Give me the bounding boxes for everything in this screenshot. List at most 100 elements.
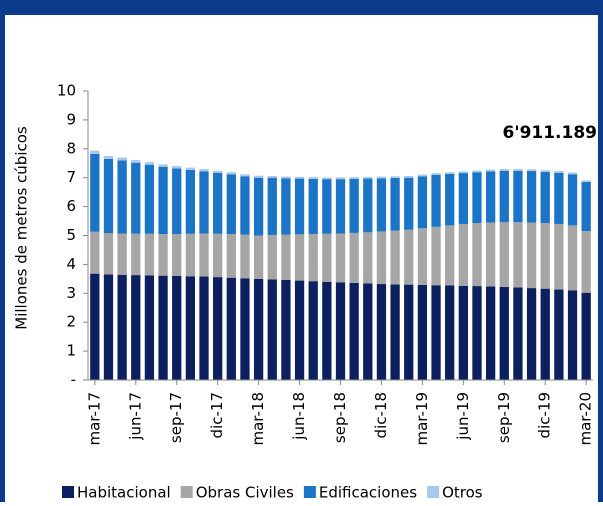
bar-segment	[526, 169, 537, 172]
bar-segment	[308, 177, 318, 179]
bar-segment	[240, 278, 250, 380]
bar-segment	[90, 273, 100, 380]
bar-segment	[540, 223, 550, 289]
bar-segment	[390, 176, 400, 178]
bar-segment	[540, 171, 550, 224]
bar-segment	[404, 284, 414, 380]
bar-segment	[431, 226, 441, 286]
bar-segment	[526, 288, 537, 380]
bar-segment	[540, 288, 550, 380]
bar-segment	[335, 179, 346, 234]
bar-segment	[472, 172, 482, 224]
bar-segment	[485, 171, 496, 223]
bar-segment	[294, 176, 305, 179]
bar-segment	[363, 176, 373, 179]
legend-swatch	[427, 486, 440, 498]
bar-segment	[213, 277, 223, 380]
bar-segment	[281, 234, 291, 281]
bar-segment	[431, 285, 441, 380]
bar-segment	[485, 169, 496, 172]
bar-segment	[363, 178, 373, 233]
bar-segment	[404, 229, 414, 285]
bar-segment	[185, 276, 196, 380]
bar-segment	[131, 233, 141, 276]
bar-segment	[267, 177, 277, 235]
bar-segment	[322, 177, 332, 180]
bar-segment	[213, 170, 223, 173]
x-tick-label: dic-17	[208, 392, 226, 438]
bar-segment	[103, 274, 114, 380]
bar-segment	[431, 173, 441, 175]
bar-segment	[117, 157, 127, 161]
bar-segment	[117, 274, 127, 380]
bar-segment	[376, 176, 387, 179]
bar-segment	[376, 231, 387, 285]
y-tick-label: 1	[66, 342, 76, 360]
y-axis-title: Millones de metros cúbicos	[13, 126, 31, 330]
legend-swatch	[303, 486, 316, 498]
y-tick-label: -	[71, 371, 76, 389]
bar-segment	[567, 174, 578, 226]
bar-segment	[294, 234, 305, 281]
bar-segment	[472, 286, 482, 380]
bar-segment	[90, 150, 100, 155]
bar-segment	[158, 275, 168, 380]
bar-segment	[185, 169, 196, 234]
bar-segment	[158, 234, 168, 276]
bar-segment	[158, 164, 168, 167]
bar-segment	[172, 168, 182, 235]
bar-segment	[513, 287, 523, 380]
bar-segment	[131, 275, 141, 380]
bar-segment	[240, 176, 250, 235]
bar-segment	[376, 178, 387, 232]
x-tick-label: dic-18	[372, 392, 390, 438]
bar-segment	[554, 172, 564, 224]
bar-segment	[526, 171, 537, 223]
x-tick-label: jun-18	[290, 392, 308, 441]
bar-segment	[294, 178, 305, 235]
bar-segment	[335, 177, 346, 180]
y-tick-label: 8	[66, 139, 76, 157]
bar-segment	[226, 172, 236, 175]
bar-segment	[349, 232, 359, 283]
bar-segment	[390, 284, 400, 380]
bar-segment	[213, 233, 223, 278]
x-tick-label: jun-17	[126, 392, 144, 441]
bar-segment	[185, 233, 196, 277]
bar-segment	[458, 285, 468, 380]
bar-segment	[417, 228, 428, 285]
bar-segment	[117, 160, 127, 234]
bar-segment	[567, 172, 578, 175]
bar-segment	[199, 276, 209, 380]
bar-segment	[308, 178, 318, 235]
bar-segment	[554, 223, 564, 290]
bar-segment	[322, 281, 332, 380]
bar-segment	[363, 283, 373, 380]
bar-segment	[144, 164, 155, 234]
bar-segment	[253, 177, 264, 236]
bar-segment	[253, 278, 264, 380]
bar-segment	[185, 167, 196, 170]
bar-segment	[349, 178, 359, 233]
bar-segment	[90, 231, 100, 274]
bar-segment	[513, 222, 523, 288]
bar-segment	[499, 170, 509, 223]
bar-segment	[103, 233, 114, 275]
x-tick-label: mar-18	[249, 392, 267, 446]
bar-segment	[131, 160, 141, 163]
y-tick-label: 3	[66, 284, 76, 302]
bar-segment	[349, 282, 359, 380]
x-tick-label: sep-19	[495, 392, 513, 443]
bar-segment	[417, 176, 428, 229]
bar-segment	[472, 170, 482, 173]
bar-segment	[144, 233, 155, 276]
x-tick-label: mar-17	[85, 392, 103, 446]
bar-segment	[581, 180, 591, 183]
bar-segment	[103, 156, 114, 159]
bar-segment	[417, 174, 428, 177]
bar-segment	[554, 289, 564, 380]
bar-segment	[567, 290, 578, 380]
bar-segment	[390, 230, 400, 285]
bar-segment	[363, 232, 373, 284]
bar-segment	[103, 158, 114, 234]
